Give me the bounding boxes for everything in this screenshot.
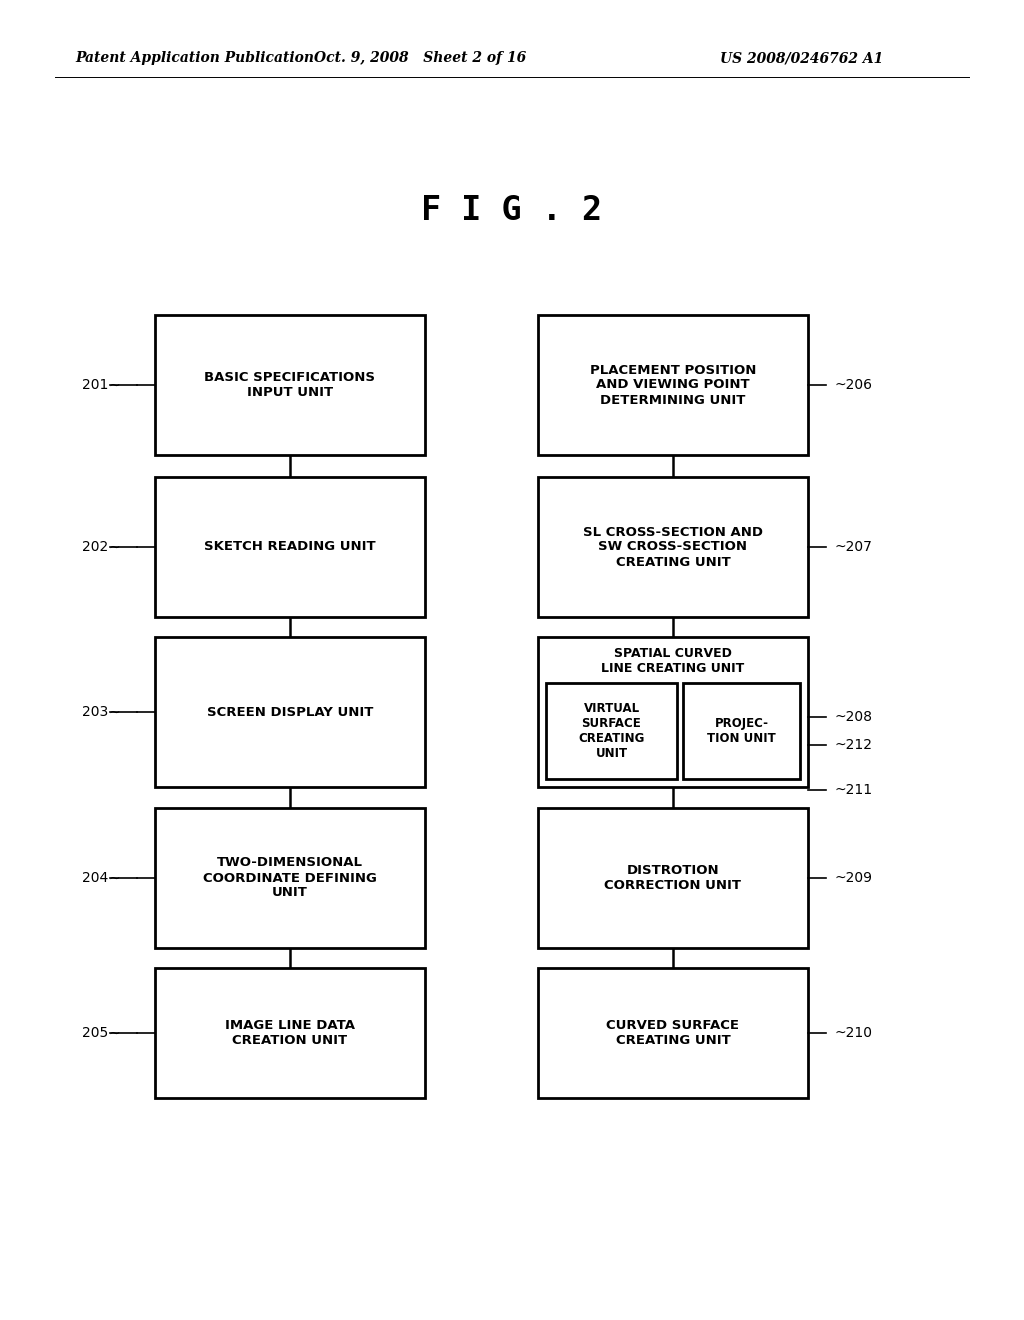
Bar <box>683 682 800 779</box>
Text: 203: 203 <box>82 705 108 719</box>
Bar <box>546 682 677 779</box>
Bar <box>155 968 425 1098</box>
Text: Oct. 9, 2008   Sheet 2 of 16: Oct. 9, 2008 Sheet 2 of 16 <box>314 51 526 65</box>
Text: DISTROTION
CORRECTION UNIT: DISTROTION CORRECTION UNIT <box>604 865 741 892</box>
Bar <box>155 477 425 616</box>
Text: F I G . 2: F I G . 2 <box>422 194 602 227</box>
Bar <box>155 808 425 948</box>
Text: ~208: ~208 <box>834 710 872 723</box>
Bar <box>538 315 808 455</box>
Bar <box>538 477 808 616</box>
Text: ~211: ~211 <box>834 783 872 797</box>
Text: SPATIAL CURVED
LINE CREATING UNIT: SPATIAL CURVED LINE CREATING UNIT <box>601 647 744 675</box>
Text: SCREEN DISPLAY UNIT: SCREEN DISPLAY UNIT <box>207 705 373 718</box>
Text: ~: ~ <box>109 706 121 719</box>
Text: ~209: ~209 <box>834 871 872 884</box>
Bar <box>538 968 808 1098</box>
Bar <box>155 638 425 787</box>
Text: 204: 204 <box>82 871 108 884</box>
Text: 205: 205 <box>82 1026 108 1040</box>
Text: ~: ~ <box>109 541 121 554</box>
Text: ~206: ~206 <box>834 378 872 392</box>
Text: 201: 201 <box>82 378 108 392</box>
Text: ~: ~ <box>109 1027 121 1041</box>
Text: CURVED SURFACE
CREATING UNIT: CURVED SURFACE CREATING UNIT <box>606 1019 739 1047</box>
Text: 202: 202 <box>82 540 108 554</box>
Text: ~212: ~212 <box>834 738 872 752</box>
Text: BASIC SPECIFICATIONS
INPUT UNIT: BASIC SPECIFICATIONS INPUT UNIT <box>205 371 376 399</box>
Text: US 2008/0246762 A1: US 2008/0246762 A1 <box>720 51 884 65</box>
Text: TWO-DIMENSIONAL
COORDINATE DEFINING
UNIT: TWO-DIMENSIONAL COORDINATE DEFINING UNIT <box>203 857 377 899</box>
Text: VIRTUAL
SURFACE
CREATING
UNIT: VIRTUAL SURFACE CREATING UNIT <box>579 702 645 760</box>
Text: Patent Application Publication: Patent Application Publication <box>75 51 314 65</box>
Text: ~: ~ <box>109 379 121 393</box>
Text: PLACEMENT POSITION
AND VIEWING POINT
DETERMINING UNIT: PLACEMENT POSITION AND VIEWING POINT DET… <box>590 363 756 407</box>
Text: IMAGE LINE DATA
CREATION UNIT: IMAGE LINE DATA CREATION UNIT <box>225 1019 355 1047</box>
Text: SL CROSS-SECTION AND
SW CROSS-SECTION
CREATING UNIT: SL CROSS-SECTION AND SW CROSS-SECTION CR… <box>583 525 763 569</box>
Text: ~: ~ <box>109 873 121 886</box>
Bar <box>155 315 425 455</box>
Text: PROJEC-
TION UNIT: PROJEC- TION UNIT <box>708 717 776 744</box>
Bar <box>538 808 808 948</box>
Bar <box>538 638 808 787</box>
Text: ~207: ~207 <box>834 540 871 554</box>
Text: SKETCH READING UNIT: SKETCH READING UNIT <box>204 540 376 553</box>
Text: ~210: ~210 <box>834 1026 872 1040</box>
